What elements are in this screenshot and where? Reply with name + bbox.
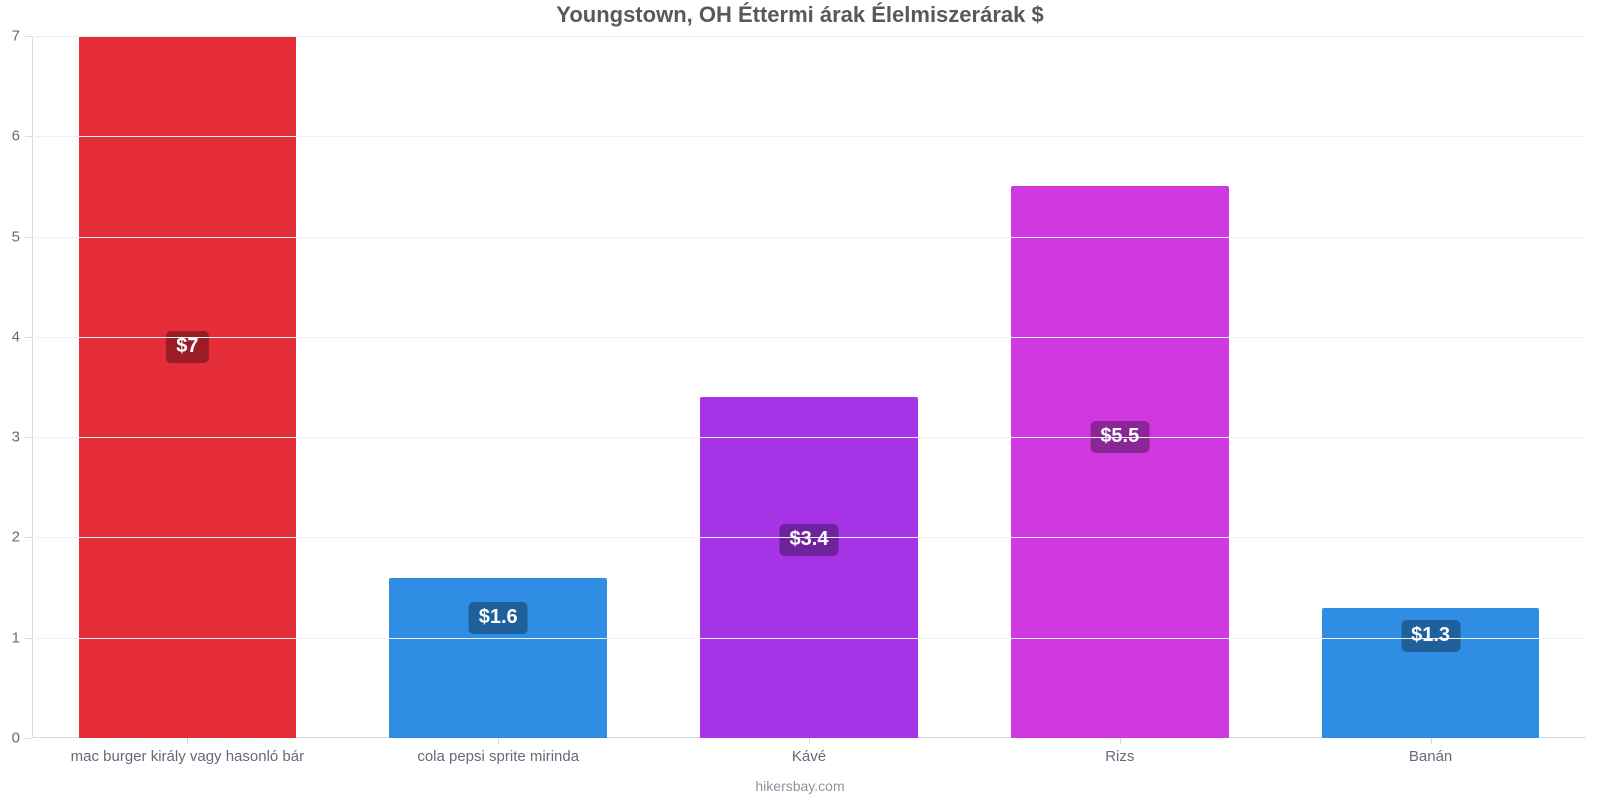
bar-slot: $5.5Rizs xyxy=(964,36,1275,738)
plot-area: $7mac burger király vagy hasonló bár$1.6… xyxy=(32,36,1586,738)
y-tick-label: 0 xyxy=(0,730,32,747)
y-tick-label: 5 xyxy=(0,228,32,245)
bar xyxy=(700,397,918,738)
bar-value-label: $3.4 xyxy=(780,524,839,556)
gridline xyxy=(32,237,1586,238)
y-tick-label: 4 xyxy=(0,328,32,345)
x-tick-mark xyxy=(809,738,810,744)
chart-title: Youngstown, OH Éttermi árak Élelmiszerár… xyxy=(0,2,1600,28)
x-tick-mark xyxy=(1120,738,1121,744)
bar-slot: $3.4Kávé xyxy=(654,36,965,738)
bars-container: $7mac burger király vagy hasonló bár$1.6… xyxy=(32,36,1586,738)
gridline xyxy=(32,437,1586,438)
bar-slot: $1.6cola pepsi sprite mirinda xyxy=(343,36,654,738)
bar xyxy=(1011,186,1229,738)
gridline xyxy=(32,537,1586,538)
bar-slot: $1.3Banán xyxy=(1275,36,1586,738)
x-tick-mark xyxy=(1431,738,1432,744)
gridline xyxy=(32,337,1586,338)
gridline xyxy=(32,36,1586,37)
bar xyxy=(79,36,297,738)
price-bar-chart: Youngstown, OH Éttermi árak Élelmiszerár… xyxy=(0,0,1600,800)
bar-value-label: $1.3 xyxy=(1401,620,1460,652)
y-tick-label: 2 xyxy=(0,529,32,546)
y-tick-label: 1 xyxy=(0,629,32,646)
bar-value-label: $7 xyxy=(166,331,208,363)
y-tick-label: 3 xyxy=(0,429,32,446)
bar-slot: $7mac burger király vagy hasonló bár xyxy=(32,36,343,738)
bar-value-label: $1.6 xyxy=(469,602,528,634)
y-tick-label: 7 xyxy=(0,28,32,45)
attribution: hikersbay.com xyxy=(0,778,1600,794)
gridline xyxy=(32,136,1586,137)
x-tick-mark xyxy=(498,738,499,744)
x-tick-mark xyxy=(187,738,188,744)
y-tick-label: 6 xyxy=(0,128,32,145)
gridline xyxy=(32,638,1586,639)
